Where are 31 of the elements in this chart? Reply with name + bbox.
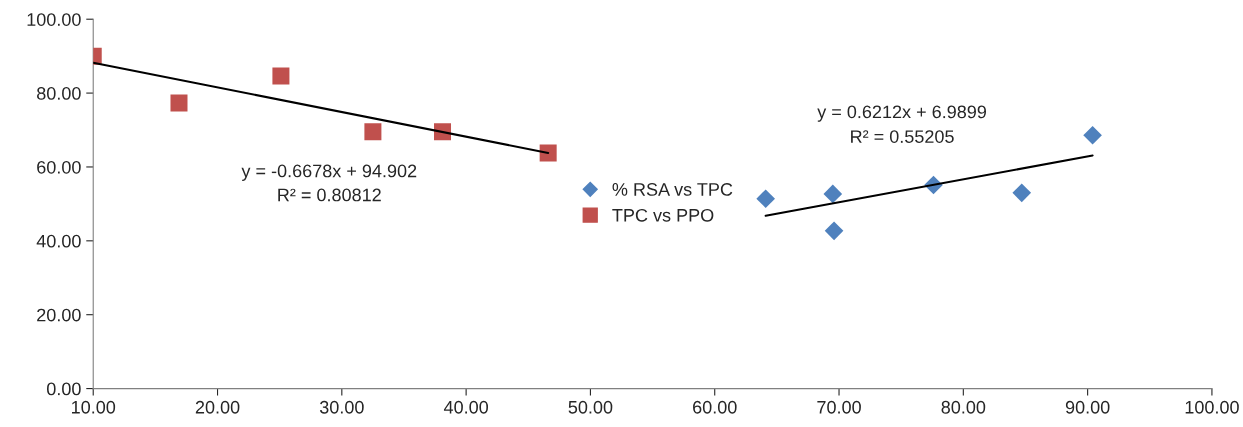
y-tick-label: 40.00 [36,234,81,248]
x-tick-label: 70.00 [817,400,861,414]
point [170,94,188,112]
x-tick-label: 20.00 [195,400,240,414]
annotation: y = 0.6212x + 6.9899 [817,105,987,122]
annotation: y = -0.6678x + 94.902 [241,164,417,181]
y-tick-label: 60.00 [37,160,81,174]
x-tick-label: 30.00 [319,400,364,414]
point [364,123,382,141]
y-tick-label: 80.00 [37,87,81,100]
x-tick-label: 80.00 [941,400,986,414]
annotation: R² = 0.80812 [278,188,381,202]
y-tick-label: 100.00 [27,13,81,26]
legend-label: TPC vs PPO [612,208,714,222]
point [756,189,775,209]
point [1083,125,1102,145]
point [539,144,557,162]
annotation: R² = 0.55205 [851,130,954,143]
x-tick-label: 90.00 [1065,400,1110,414]
y-tick-label: 0.00 [46,382,81,396]
y-tick-label: 20.00 [37,308,81,322]
point [823,184,843,204]
point [824,221,844,241]
x-tick-label: 100.00 [1185,400,1239,414]
x-tick-label: 40.00 [443,400,489,414]
point [272,67,290,85]
x-tick-label: 50.00 [568,400,613,414]
point [1012,183,1032,203]
x-tick-label: 60.00 [693,400,737,414]
legend-label: % RSA vs TPC [612,183,733,196]
x-tick-label: 10.00 [72,400,116,414]
